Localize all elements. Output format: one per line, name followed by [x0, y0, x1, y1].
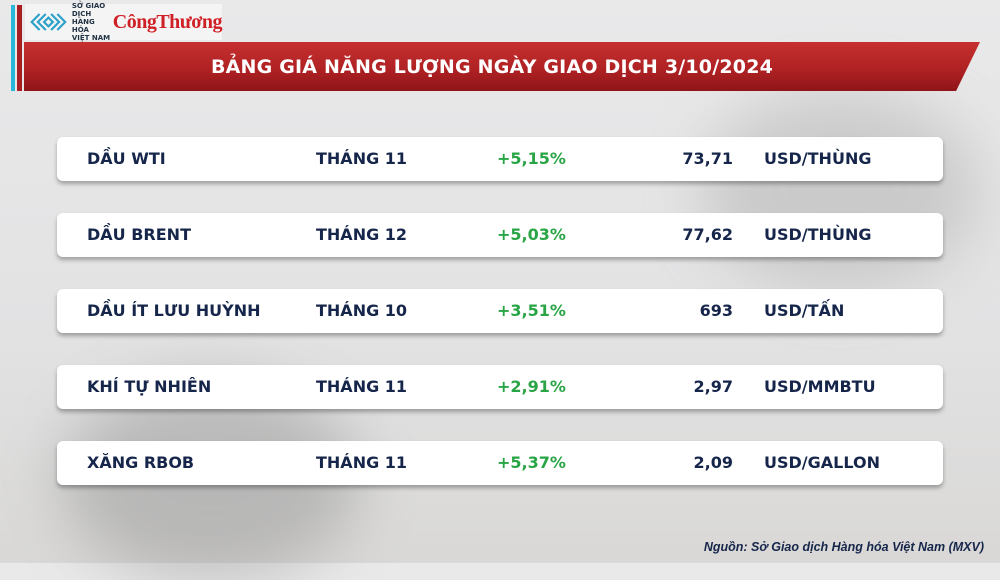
accent-bar-red [17, 5, 22, 91]
price-unit: USD/MMBTU [764, 377, 876, 396]
exchange-logo-icon [30, 13, 67, 31]
title-banner: BẢNG GIÁ NĂNG LƯỢNG NGÀY GIAO DỊCH 3/10/… [24, 42, 980, 91]
commodity-name: DẦU WTI [87, 149, 166, 168]
price-unit: USD/THÙNG [764, 225, 872, 244]
price-value: 2,97 [693, 377, 733, 396]
percent-change: +2,91% [497, 377, 566, 396]
commodity-name: DẦU BRENT [87, 225, 191, 244]
contract-month: THÁNG 12 [316, 225, 408, 244]
logo-exchange-text: SỞ GIAO DỊCH HÀNG HÓA VIỆT NAM [72, 2, 111, 42]
logo-line: VIỆT NAM [71, 34, 111, 42]
background-decoration [700, 90, 980, 290]
price-row: KHÍ TỰ NHIÊN THÁNG 11 +2,91% 2,97 USD/MMBTU [57, 365, 943, 409]
price-value: 73,71 [682, 149, 733, 168]
logo: SỞ GIAO DỊCH HÀNG HÓA VIỆT NAM CôngThươn… [25, 2, 223, 42]
percent-change: +5,03% [497, 225, 566, 244]
price-value: 2,09 [693, 453, 733, 472]
price-row: XĂNG RBOB THÁNG 11 +5,37% 2,09 USD/GALLON [57, 441, 943, 485]
logo-line: SỞ GIAO DỊCH [71, 2, 106, 18]
percent-change: +5,15% [497, 149, 566, 168]
contract-month: THÁNG 11 [316, 149, 408, 168]
source-note: Nguồn: Sở Giao dịch Hàng hóa Việt Nam (M… [703, 540, 984, 554]
logo-brand: CôngThương [112, 10, 223, 33]
logo-line: HÀNG HÓA [71, 18, 95, 34]
page-title: BẢNG GIÁ NĂNG LƯỢNG NGÀY GIAO DỊCH 3/10/… [210, 55, 774, 78]
price-value: 77,62 [682, 225, 733, 244]
contract-month: THÁNG 10 [316, 301, 408, 320]
price-row: DẦU ÍT LƯU HUỲNH THÁNG 10 +3,51% 693 USD/TẤN [57, 289, 943, 333]
price-unit: USD/TẤN [764, 301, 845, 320]
price-unit: USD/GALLON [764, 453, 880, 472]
accent-bar-cyan [11, 5, 15, 91]
percent-change: +5,37% [497, 453, 566, 472]
commodity-name: XĂNG RBOB [87, 453, 195, 472]
commodity-name: KHÍ TỰ NHIÊN [87, 377, 212, 396]
contract-month: THÁNG 11 [316, 377, 408, 396]
price-row: DẦU BRENT THÁNG 12 +5,03% 77,62 USD/THÙNG [57, 213, 943, 257]
commodity-name: DẦU ÍT LƯU HUỲNH [87, 301, 261, 320]
price-value: 693 [699, 301, 733, 320]
price-row: DẦU WTI THÁNG 11 +5,15% 73,71 USD/THÙNG [57, 137, 943, 181]
percent-change: +3,51% [497, 301, 566, 320]
price-unit: USD/THÙNG [764, 149, 872, 168]
contract-month: THÁNG 11 [316, 453, 408, 472]
